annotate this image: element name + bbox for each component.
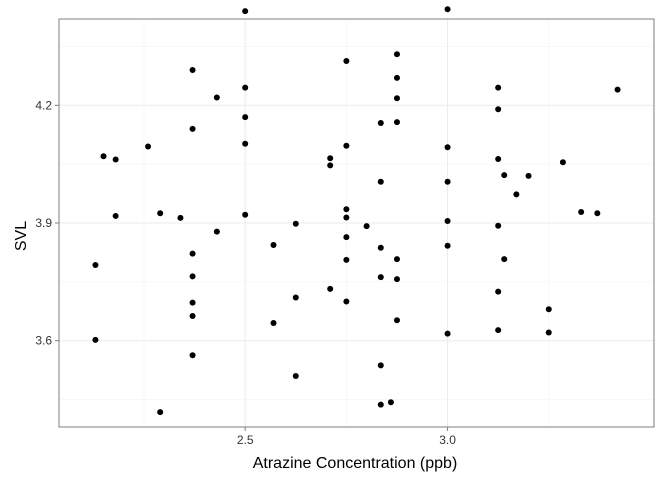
data-point [377, 119, 384, 126]
data-point [112, 212, 119, 219]
data-point [594, 210, 601, 217]
data-point [292, 220, 299, 227]
data-point [189, 352, 196, 359]
data-point [513, 191, 520, 198]
data-point [343, 206, 350, 213]
data-point [343, 298, 350, 305]
x-tick-label: 3.0 [439, 433, 456, 447]
data-point [495, 288, 502, 295]
data-point [177, 214, 184, 221]
data-points [92, 6, 621, 416]
data-point [343, 234, 350, 241]
x-tick-label: 2.5 [237, 433, 254, 447]
data-point [559, 159, 566, 166]
data-point [292, 294, 299, 301]
data-point [292, 373, 299, 379]
data-point [327, 285, 334, 292]
data-point [343, 142, 350, 149]
data-point [501, 172, 508, 179]
data-point [495, 106, 502, 113]
data-point [495, 84, 502, 91]
data-point [242, 8, 249, 15]
data-point [495, 156, 502, 163]
y-tick-label: 4.2 [35, 98, 52, 112]
data-point [100, 153, 107, 160]
data-point [393, 276, 400, 283]
data-point [393, 74, 400, 81]
data-point [545, 329, 552, 336]
data-point [578, 209, 585, 216]
data-point [495, 327, 502, 334]
data-point [92, 261, 99, 268]
data-point [242, 211, 249, 218]
data-point [145, 143, 152, 150]
y-axis-ticks: 3.6 3.9 4.2 [35, 98, 59, 348]
data-point [377, 178, 384, 185]
data-point [112, 156, 119, 163]
data-point [393, 51, 400, 58]
data-point [387, 399, 394, 406]
data-point [501, 256, 508, 263]
data-point [189, 67, 196, 73]
data-point [189, 273, 196, 280]
data-point [213, 228, 220, 235]
data-point [270, 241, 277, 248]
data-point [393, 95, 400, 102]
x-axis-title: Atrazine Concentration (ppb) [253, 455, 458, 472]
data-point [393, 256, 400, 263]
data-point [614, 86, 621, 93]
data-point [327, 155, 334, 162]
data-point [343, 256, 350, 263]
data-point [444, 330, 451, 337]
data-point [444, 144, 451, 151]
data-point [377, 401, 384, 408]
data-point [343, 57, 350, 64]
data-point [242, 84, 249, 91]
data-point [189, 250, 196, 257]
data-point [525, 172, 532, 179]
data-point [242, 140, 249, 147]
data-point [393, 317, 400, 324]
data-point [444, 178, 451, 185]
data-point [189, 312, 196, 319]
y-tick-label: 3.9 [35, 216, 52, 230]
data-point [495, 222, 502, 229]
data-point [157, 210, 164, 217]
data-point [343, 214, 350, 221]
data-point [189, 299, 196, 306]
data-point [157, 409, 164, 416]
data-point [363, 223, 370, 230]
data-point [377, 362, 384, 369]
data-point [444, 218, 451, 225]
data-point [242, 114, 249, 121]
x-axis-ticks: 2.5 3.0 [237, 427, 456, 447]
y-tick-label: 3.6 [35, 334, 52, 348]
data-point [545, 306, 552, 313]
data-point [327, 162, 334, 169]
data-point [444, 6, 451, 13]
data-point [377, 274, 384, 281]
data-point [393, 119, 400, 126]
data-point [377, 244, 384, 251]
data-point [213, 94, 220, 101]
data-point [189, 125, 196, 132]
y-axis-title: SVL [13, 221, 30, 251]
data-point [270, 320, 277, 327]
data-point [92, 336, 99, 343]
data-point [444, 242, 451, 249]
